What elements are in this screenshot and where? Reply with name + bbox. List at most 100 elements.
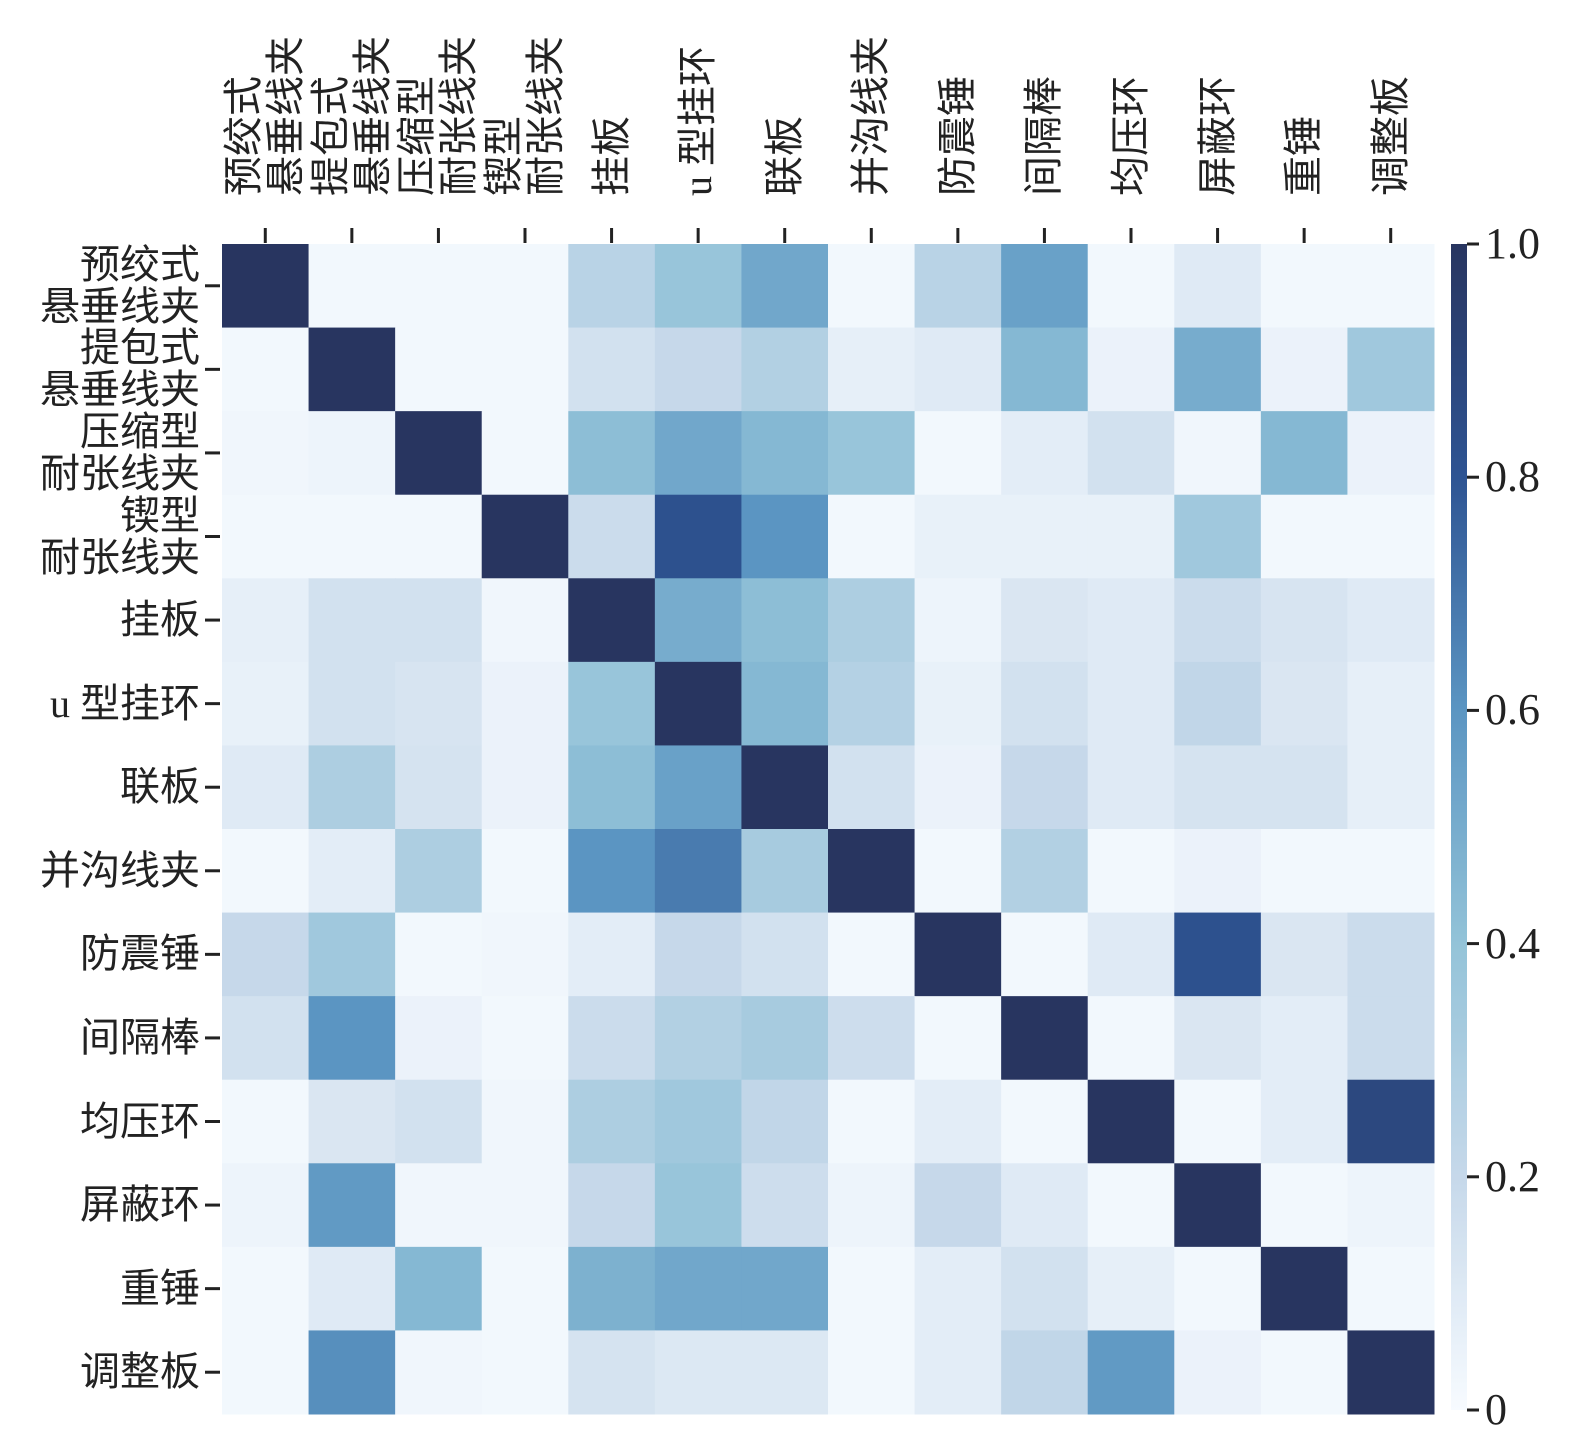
heatmap-cell bbox=[222, 996, 310, 1081]
heatmap-cell bbox=[481, 494, 569, 579]
heatmap-cell bbox=[741, 1163, 829, 1248]
heatmap-cell bbox=[1087, 411, 1175, 496]
y-tick-label: 屏蔽环 bbox=[80, 1182, 200, 1228]
heatmap-cell bbox=[1174, 1163, 1262, 1248]
heatmap-cell bbox=[308, 745, 396, 830]
heatmap-cell bbox=[481, 661, 569, 746]
heatmap-cell bbox=[1260, 912, 1348, 997]
heatmap-cell bbox=[1087, 1246, 1175, 1331]
heatmap-cell bbox=[828, 661, 916, 746]
heatmap-cell bbox=[1001, 494, 1089, 579]
y-tick-label: 压缩型 耐张线夹 bbox=[40, 408, 200, 496]
heatmap-cell bbox=[1001, 578, 1089, 663]
colorbar bbox=[1451, 244, 1467, 1410]
heatmap-cell bbox=[828, 1163, 916, 1248]
y-tick-label: 调整板 bbox=[80, 1349, 200, 1395]
heatmap-cell bbox=[395, 1330, 483, 1415]
y-tick-label: 联板 bbox=[120, 764, 200, 810]
x-tick-label: 压缩型 耐张线夹 bbox=[394, 36, 482, 196]
heatmap-cell bbox=[1087, 912, 1175, 997]
heatmap-cell bbox=[1087, 578, 1175, 663]
heatmap-cell bbox=[481, 1079, 569, 1164]
x-tick-label: 挂板 bbox=[588, 116, 634, 196]
heatmap-cell bbox=[828, 1079, 916, 1164]
heatmap-cell bbox=[308, 1079, 396, 1164]
heatmap-cell bbox=[654, 1330, 742, 1415]
heatmap-cell bbox=[1001, 1246, 1089, 1331]
heatmap-cell bbox=[481, 745, 569, 830]
heatmap-cell bbox=[568, 996, 656, 1081]
heatmap-cell bbox=[914, 1246, 1002, 1331]
heatmap-cell bbox=[1174, 327, 1262, 412]
x-tick-label: u 型挂环 bbox=[675, 46, 721, 196]
heatmap-cell bbox=[1087, 745, 1175, 830]
heatmap-cell bbox=[828, 411, 916, 496]
heatmap-cell bbox=[1174, 1079, 1262, 1164]
heatmap-cell bbox=[1347, 244, 1435, 329]
heatmap-cell bbox=[1001, 411, 1089, 496]
heatmap-cell bbox=[654, 411, 742, 496]
x-tick-label: 均压环 bbox=[1108, 76, 1153, 196]
y-tick-label: 锲型 耐张线夹 bbox=[40, 492, 200, 580]
y-tick-label: 重锤 bbox=[120, 1265, 200, 1311]
heatmap-cell bbox=[1260, 661, 1348, 746]
heatmap-cell bbox=[914, 244, 1002, 329]
heatmap-cell bbox=[654, 745, 742, 830]
heatmap-cell bbox=[395, 1163, 483, 1248]
heatmap-cell bbox=[395, 745, 483, 830]
heatmap-cell bbox=[654, 996, 742, 1081]
heatmap-cell bbox=[914, 829, 1002, 914]
heatmap-cell bbox=[1347, 661, 1435, 746]
heatmap-cell bbox=[1001, 745, 1089, 830]
heatmap-cell bbox=[1174, 912, 1262, 997]
heatmap-cell bbox=[568, 745, 656, 830]
heatmap-cell bbox=[1174, 411, 1262, 496]
heatmap-cell bbox=[1260, 411, 1348, 496]
y-tick-label: 挂板 bbox=[120, 597, 200, 643]
heatmap-cell bbox=[481, 912, 569, 997]
heatmap-cell bbox=[1087, 1079, 1175, 1164]
heatmap-cell bbox=[1260, 578, 1348, 663]
heatmap-cell bbox=[395, 327, 483, 412]
heatmap-cell bbox=[222, 578, 310, 663]
heatmap-cell bbox=[741, 661, 829, 746]
colorbar-tick-label: 1.0 bbox=[1485, 218, 1540, 268]
heatmap-cell bbox=[654, 1246, 742, 1331]
x-tick-label: 防震锤 bbox=[934, 76, 980, 196]
heatmap-cell bbox=[1347, 912, 1435, 997]
x-tick-label: 调整板 bbox=[1367, 76, 1413, 196]
heatmap-cell bbox=[828, 745, 916, 830]
heatmap-cell bbox=[914, 996, 1002, 1081]
heatmap-cell bbox=[1174, 244, 1262, 329]
heatmap-cell bbox=[1001, 1079, 1089, 1164]
heatmap-cell bbox=[1087, 996, 1175, 1081]
heatmap-cell bbox=[395, 411, 483, 496]
colorbar-tick-label: 0.6 bbox=[1485, 685, 1540, 735]
heatmap-cell bbox=[741, 494, 829, 579]
heatmap-cell bbox=[222, 1330, 310, 1415]
heatmap-cell bbox=[914, 1163, 1002, 1248]
heatmap-cell bbox=[1260, 829, 1348, 914]
heatmap-cell bbox=[654, 1163, 742, 1248]
heatmap-cell bbox=[914, 745, 1002, 830]
heatmap-cell bbox=[308, 661, 396, 746]
heatmap-cell bbox=[481, 327, 569, 412]
heatmap-cell bbox=[222, 661, 310, 746]
heatmap-cell bbox=[654, 912, 742, 997]
heatmap-cell bbox=[222, 1079, 310, 1164]
heatmap-cell bbox=[568, 829, 656, 914]
heatmap-cell bbox=[1174, 996, 1262, 1081]
heatmap-cell bbox=[395, 829, 483, 914]
x-tick-label: 重锤 bbox=[1281, 116, 1327, 196]
heatmap-cell bbox=[568, 1163, 656, 1248]
heatmap-cell bbox=[222, 912, 310, 997]
heatmap-cell bbox=[1174, 1246, 1262, 1331]
heatmap-cell bbox=[1087, 1330, 1175, 1415]
heatmap-cell bbox=[1001, 1163, 1089, 1248]
heatmap-cell bbox=[1260, 327, 1348, 412]
heatmap-cell bbox=[568, 578, 656, 663]
heatmap-cell bbox=[481, 996, 569, 1081]
heatmap-cell bbox=[1087, 661, 1175, 746]
colorbar-tick-label: 0.4 bbox=[1485, 918, 1540, 968]
